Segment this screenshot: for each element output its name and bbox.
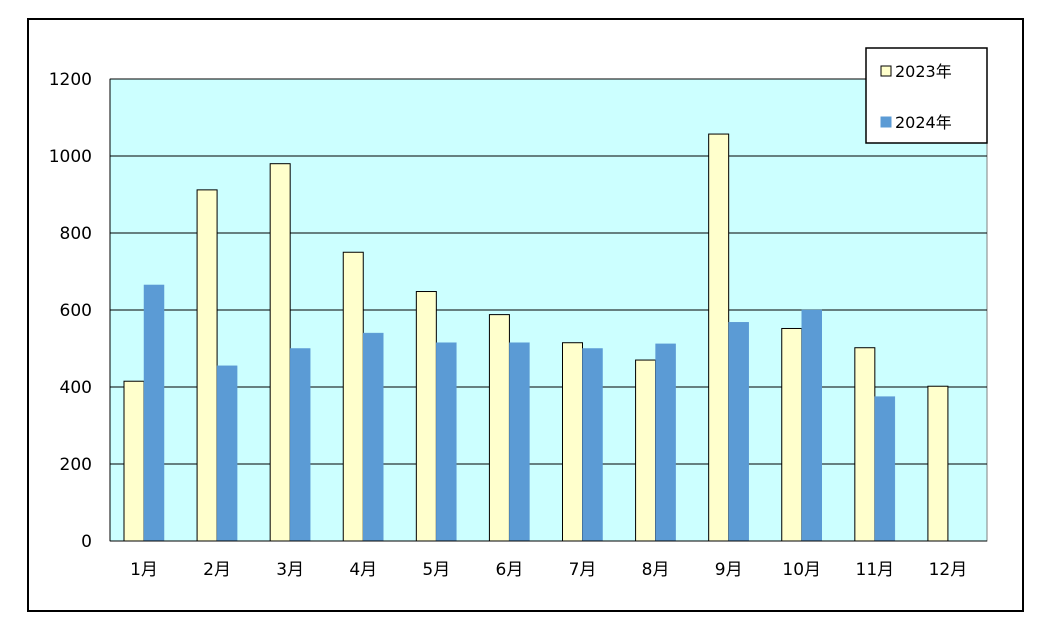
- bar-2024-7: [582, 348, 603, 542]
- bar-2023-7: [562, 342, 583, 542]
- bar-2024-5: [436, 342, 457, 542]
- bar-2024-3: [289, 348, 311, 542]
- bar-2023-5: [415, 291, 437, 542]
- x-tick-label: 12月: [929, 560, 968, 580]
- bar-2023-4: [342, 251, 364, 542]
- x-tick-label: 9月: [715, 560, 743, 580]
- bar-2023-12: [927, 385, 949, 542]
- y-tick-label: 400: [60, 378, 92, 398]
- y-tick-labels: 0 200 400 600 800 1000 1200: [49, 70, 92, 552]
- y-tick-label: 600: [60, 301, 92, 321]
- x-tick-label: 10月: [782, 560, 821, 580]
- bar-2023-1: [123, 380, 145, 542]
- bar-2024-4: [363, 332, 384, 542]
- bar-2024-1: [143, 284, 165, 542]
- bar-2023-8: [635, 359, 657, 542]
- legend: 2023年 2024年: [865, 47, 988, 144]
- bar-2023-3: [269, 163, 291, 542]
- bar-2024-10: [801, 309, 822, 542]
- x-tick-label: 8月: [642, 560, 670, 580]
- x-tick-label: 3月: [276, 560, 304, 580]
- bar-2024-9: [728, 322, 749, 542]
- y-tick-label: 800: [60, 224, 92, 244]
- bar-2024-6: [509, 342, 530, 542]
- bar-2024-8: [655, 343, 676, 542]
- legend-swatch-2024: [880, 116, 892, 128]
- bar-2023-6: [488, 314, 510, 542]
- legend-label-2024: 2024年: [895, 113, 952, 132]
- bar-2023-10: [781, 327, 803, 542]
- bar-2024-2: [216, 365, 238, 542]
- legend-label-2023: 2023年: [895, 62, 952, 81]
- y-tick-label: 0: [81, 532, 92, 552]
- legend-swatch-2023: [880, 65, 892, 77]
- y-tick-label: 200: [60, 455, 92, 475]
- x-tick-label: 11月: [856, 560, 895, 580]
- x-tick-labels: 1月 2月 3月 4月 5月 6月 7月 8月 9月 10月 11月 12月: [130, 560, 967, 580]
- bar-2024-11: [874, 396, 896, 542]
- x-tick-label: 7月: [569, 560, 597, 580]
- x-tick-label: 5月: [422, 560, 450, 580]
- bar-2023-2: [196, 189, 218, 542]
- gridlines: [110, 78, 987, 465]
- bars: [123, 133, 949, 542]
- y-tick-label: 1000: [49, 147, 92, 167]
- x-tick-label: 1月: [130, 560, 158, 580]
- x-tick-label: 4月: [349, 560, 377, 580]
- x-tick-label: 2月: [203, 560, 231, 580]
- bar-2023-9: [708, 133, 730, 542]
- x-tick-label: 6月: [496, 560, 524, 580]
- bar-2023-11: [854, 347, 876, 542]
- y-tick-label: 1200: [49, 70, 92, 90]
